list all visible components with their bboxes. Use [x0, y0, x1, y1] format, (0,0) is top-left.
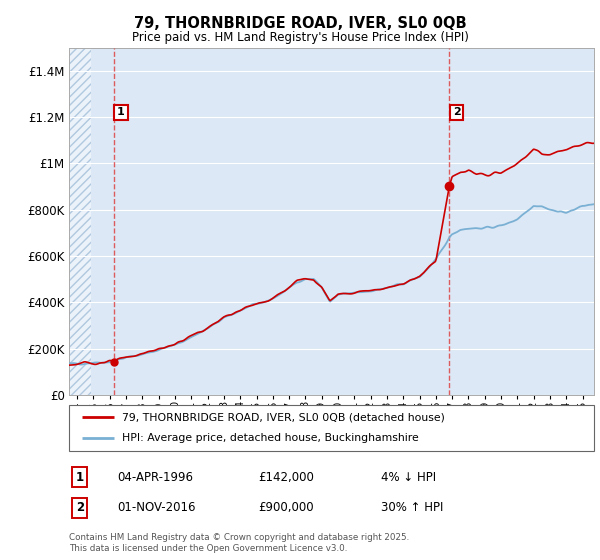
- Text: 2: 2: [452, 108, 460, 118]
- Text: 2: 2: [76, 501, 84, 515]
- Text: £142,000: £142,000: [258, 470, 314, 484]
- Text: 04-APR-1996: 04-APR-1996: [117, 470, 193, 484]
- Text: HPI: Average price, detached house, Buckinghamshire: HPI: Average price, detached house, Buck…: [121, 433, 418, 444]
- Text: Contains HM Land Registry data © Crown copyright and database right 2025.
This d: Contains HM Land Registry data © Crown c…: [69, 533, 409, 553]
- FancyBboxPatch shape: [69, 405, 594, 451]
- Text: 79, THORNBRIDGE ROAD, IVER, SL0 0QB (detached house): 79, THORNBRIDGE ROAD, IVER, SL0 0QB (det…: [121, 412, 445, 422]
- Text: Price paid vs. HM Land Registry's House Price Index (HPI): Price paid vs. HM Land Registry's House …: [131, 31, 469, 44]
- Text: 1: 1: [117, 108, 125, 118]
- Text: 30% ↑ HPI: 30% ↑ HPI: [381, 501, 443, 515]
- Text: £900,000: £900,000: [258, 501, 314, 515]
- Bar: [69, 48, 91, 395]
- Bar: [69, 48, 91, 395]
- Text: 4% ↓ HPI: 4% ↓ HPI: [381, 470, 436, 484]
- Text: 1: 1: [76, 470, 84, 484]
- Text: 01-NOV-2016: 01-NOV-2016: [117, 501, 196, 515]
- Text: 79, THORNBRIDGE ROAD, IVER, SL0 0QB: 79, THORNBRIDGE ROAD, IVER, SL0 0QB: [134, 16, 466, 31]
